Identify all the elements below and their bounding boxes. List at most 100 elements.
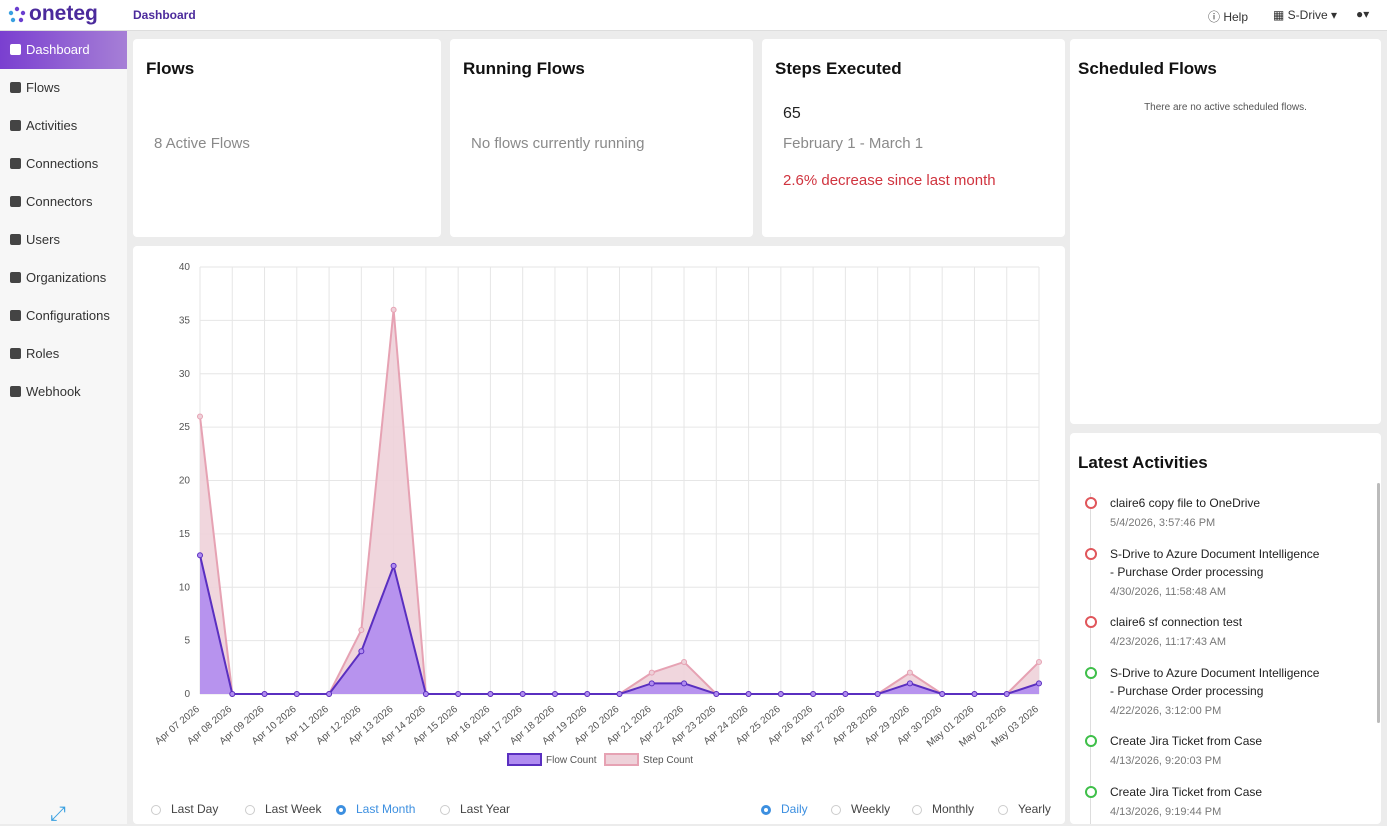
radio-circle	[440, 805, 450, 815]
nav-item[interactable]: Organizations	[0, 259, 127, 297]
radio-option[interactable]: Last Week	[245, 802, 321, 816]
help-link[interactable]: ⓘ Help	[1208, 10, 1249, 24]
y-tick-label: 20	[179, 476, 191, 487]
activity-name: claire6 sf connection test 4/23/2026, 11:…	[1110, 613, 1325, 651]
area-fill	[200, 555, 1039, 694]
scheduled-card: Scheduled Flows There are no active sche…	[1070, 39, 1381, 424]
radio-option[interactable]: Daily	[761, 802, 808, 816]
point	[551, 691, 558, 697]
scrollbar[interactable]	[1377, 483, 1380, 723]
point	[487, 691, 494, 697]
nav-item[interactable]: Webhook	[0, 373, 127, 411]
radio-option[interactable]: Weekly	[831, 802, 890, 816]
radio-option[interactable]: Last Month	[336, 802, 415, 816]
nav-icon	[10, 82, 21, 93]
y-tick-label: 15	[179, 529, 191, 540]
point	[197, 552, 203, 559]
status-icon	[1085, 497, 1097, 509]
radio-label: Last Year	[460, 802, 511, 816]
point	[971, 691, 978, 697]
radio-option[interactable]: Monthly	[912, 802, 974, 816]
point	[648, 680, 655, 687]
nav-icon	[10, 348, 21, 359]
nav-label: Webhook	[26, 384, 81, 399]
nav-item[interactable]: Roles	[0, 335, 127, 373]
radio-circle	[912, 805, 922, 815]
nav-label: Users	[26, 232, 60, 247]
y-tick-label: 10	[179, 582, 191, 593]
running-card: Running Flows No flows currently running	[450, 39, 753, 237]
point	[616, 691, 623, 697]
activities-card: Latest Activities claire6 copy file to O…	[1070, 433, 1381, 824]
point	[390, 562, 397, 569]
nav-item[interactable]: Users	[0, 221, 127, 259]
chart-card: 0 5 10 15 20 25 30 35 40 Apr 07 2026 Apr 08 2026 Ap…	[133, 246, 1065, 824]
activity-time: 4/30/2026, 11:58:48 AM	[1110, 586, 1226, 598]
point	[906, 669, 913, 676]
point	[358, 648, 365, 655]
point	[584, 691, 591, 697]
nav-item[interactable]: Connections	[0, 145, 127, 183]
nav-label: Connectors	[26, 194, 93, 209]
nav-item[interactable]: Configurations	[0, 297, 127, 335]
card-text: There are no active scheduled flows.	[1144, 102, 1307, 113]
nav-icon	[10, 120, 21, 131]
activity-name: S-Drive to Azure Document Intelligence -…	[1110, 545, 1325, 601]
user-menu[interactable]: ●▾	[1356, 7, 1370, 21]
point	[939, 691, 946, 697]
status-icon	[1085, 548, 1097, 560]
nav-icon	[10, 44, 21, 55]
flows-card: Flows 8 Active Flows	[133, 39, 441, 237]
y-tick-label: 35	[179, 315, 191, 326]
point	[777, 691, 784, 697]
steps-change: 2.6% decrease since last month	[783, 172, 996, 189]
nav-item[interactable]: Flows	[0, 69, 127, 107]
radio-option[interactable]: Yearly	[998, 802, 1051, 816]
area-fill	[200, 309, 1039, 694]
point	[358, 626, 365, 633]
top-bar: oneteg Dashboard ⓘ Help ▦ S-Drive ▾ ●▾	[0, 0, 1387, 31]
page-title: Dashboard	[133, 8, 196, 22]
nav-item[interactable]: Dashboard	[0, 31, 127, 69]
point	[229, 691, 236, 697]
status-icon	[1085, 786, 1097, 798]
nav-item[interactable]: Activities	[0, 107, 127, 145]
activity-time: 4/22/2026, 3:12:00 PM	[1110, 705, 1222, 717]
drive-menu[interactable]: ▦ S-Drive ▾	[1273, 8, 1338, 22]
activity-time: 4/13/2026, 9:20:03 PM	[1110, 755, 1222, 767]
radio-option[interactable]: Last Day	[151, 802, 218, 816]
activity-time: 4/23/2026, 11:17:43 AM	[1110, 636, 1226, 648]
radio-label: Last Month	[356, 802, 416, 816]
point	[810, 691, 817, 697]
point	[519, 691, 526, 697]
radio-circle	[831, 805, 841, 815]
card-title: Latest Activities	[1078, 453, 1208, 472]
steps-period: February 1 - March 1	[783, 135, 924, 152]
y-tick-label: 5	[184, 636, 190, 647]
point	[1003, 691, 1010, 697]
steps-value: 65	[783, 105, 801, 122]
collapse-icon[interactable]: ⤢	[50, 803, 66, 825]
card-title: Flows	[146, 59, 195, 78]
radio-label: Monthly	[932, 802, 975, 816]
nav-item[interactable]: Connectors	[0, 183, 127, 221]
card-title: Running Flows	[463, 59, 585, 78]
status-icon	[1085, 735, 1097, 747]
point	[681, 680, 688, 687]
timeline	[1090, 493, 1091, 824]
radio-option[interactable]: Last Year	[440, 802, 510, 816]
point	[874, 691, 881, 697]
y-tick-label: 0	[184, 689, 190, 700]
radio-label: Last Week	[265, 802, 322, 816]
status-icon	[1085, 667, 1097, 679]
point	[842, 691, 849, 697]
point	[1036, 658, 1042, 665]
point	[681, 658, 688, 665]
radio-circle	[336, 805, 346, 815]
point	[1036, 680, 1042, 687]
point	[713, 691, 720, 697]
nav-icon	[10, 234, 21, 245]
nav-icon	[10, 158, 21, 169]
nav-label: Connections	[26, 156, 99, 171]
